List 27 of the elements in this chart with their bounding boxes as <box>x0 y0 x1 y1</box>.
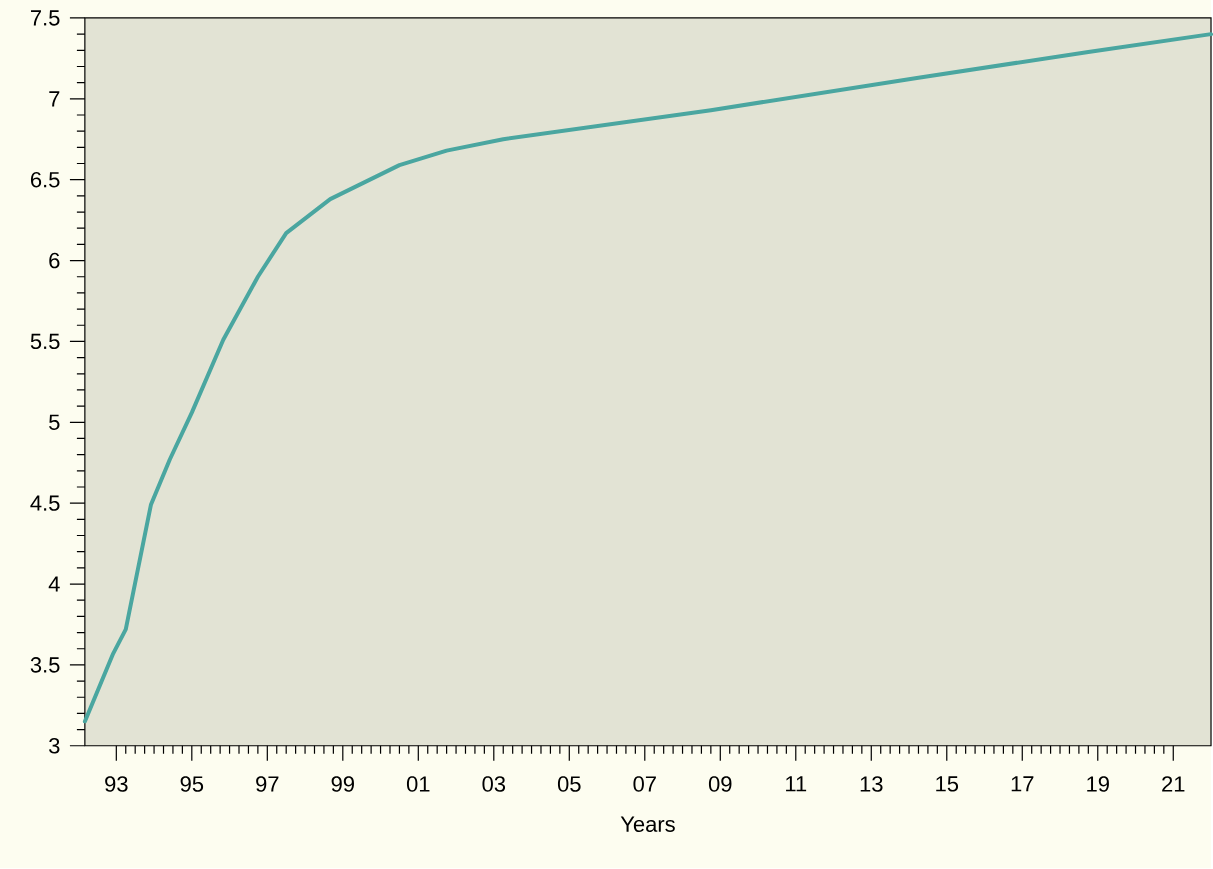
x-tick-label: 03 <box>482 776 506 793</box>
y-tick-label: 4 <box>48 576 60 592</box>
y-tick-label: 3.5 <box>30 657 60 673</box>
y-tick-label: 5.5 <box>30 333 60 350</box>
x-tick-label: 97 <box>256 776 279 793</box>
x-tick-label: 09 <box>708 776 732 793</box>
y-tick-label: 5 <box>49 414 60 431</box>
x-tick-label: 01 <box>406 776 430 793</box>
x-axis-title: Years <box>620 816 675 833</box>
x-tick-label: 19 <box>1087 776 1109 793</box>
x-tick-label: 15 <box>936 776 959 792</box>
x-tick-label: 07 <box>633 776 656 793</box>
x-tick-label: 13 <box>860 776 883 793</box>
x-tick-label: 17 <box>1011 776 1034 792</box>
line-series <box>82 32 1213 724</box>
x-tick-label: 93 <box>105 776 128 793</box>
x-tick-label: 99 <box>331 776 354 793</box>
y-tick-label: 7.5 <box>30 10 60 26</box>
y-tick-label: 6 <box>49 253 60 269</box>
x-tick-label: 11 <box>786 776 807 792</box>
y-tick-label: 6.5 <box>30 172 60 188</box>
x-tick-label: 95 <box>180 776 204 793</box>
y-tick-label: 3 <box>49 738 60 754</box>
x-tick-label: 21 <box>1162 776 1185 792</box>
y-tick-label: 4.5 <box>30 495 60 512</box>
x-tick-label: 05 <box>557 776 581 793</box>
y-tick-label: 7 <box>49 91 60 107</box>
